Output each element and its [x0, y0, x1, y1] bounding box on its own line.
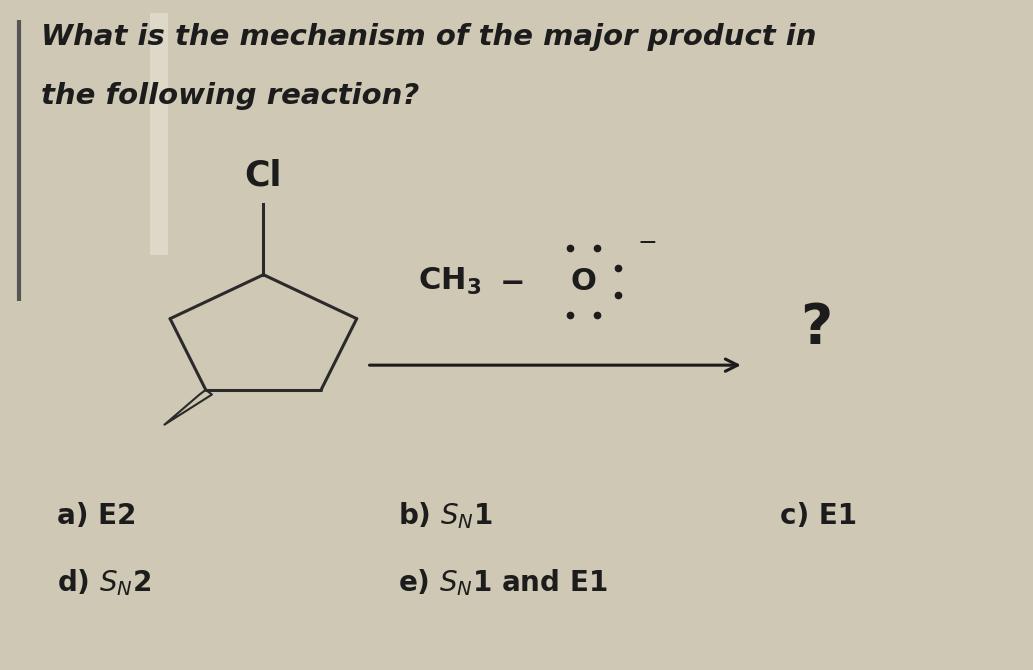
Text: $\mathbf{-}$: $\mathbf{-}$	[499, 267, 524, 296]
Text: b) $S_N$1: b) $S_N$1	[398, 500, 493, 531]
Text: d) $S_N$2: d) $S_N$2	[57, 567, 151, 598]
Text: Cl: Cl	[245, 158, 282, 192]
Text: e) $S_N$1 and E1: e) $S_N$1 and E1	[398, 567, 607, 598]
Text: $\mathbf{O}$: $\mathbf{O}$	[570, 267, 597, 296]
Text: the following reaction?: the following reaction?	[41, 82, 419, 110]
Text: $-$: $-$	[637, 229, 657, 253]
Text: a) E2: a) E2	[57, 502, 136, 530]
Bar	[150, 13, 168, 255]
Text: $\mathbf{CH_3}$: $\mathbf{CH_3}$	[417, 266, 481, 297]
Text: ?: ?	[801, 302, 833, 355]
Text: What is the mechanism of the major product in: What is the mechanism of the major produ…	[41, 23, 817, 52]
Text: c) E1: c) E1	[780, 502, 857, 530]
